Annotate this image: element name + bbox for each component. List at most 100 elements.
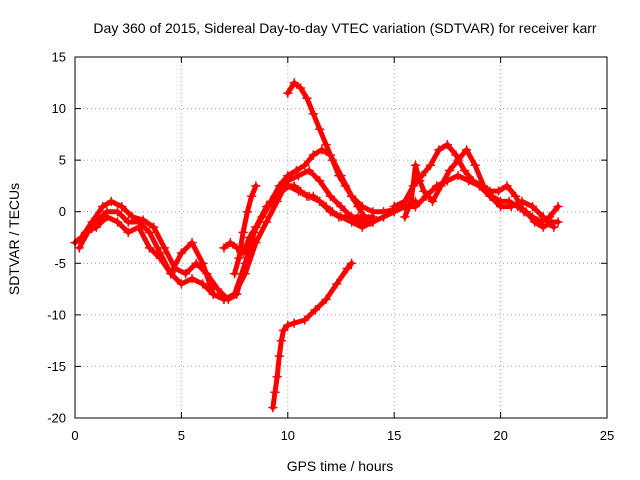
data-point <box>208 289 219 299</box>
data-point <box>270 191 280 201</box>
data-point <box>504 196 514 207</box>
data-point <box>325 191 336 201</box>
data-point <box>283 88 293 98</box>
data-point <box>270 387 280 397</box>
data-point <box>359 212 370 222</box>
data-point <box>485 191 495 201</box>
data-point <box>74 243 85 253</box>
data-point <box>148 222 159 232</box>
y-tick-label: -5 <box>54 256 66 271</box>
data-point <box>308 108 319 119</box>
data-point <box>410 160 421 171</box>
data-point <box>242 206 253 217</box>
data-point <box>219 294 229 305</box>
data-point <box>219 243 229 253</box>
data-point <box>510 191 521 201</box>
y-tick-label: 15 <box>52 50 66 65</box>
data-point <box>453 155 463 165</box>
data-point <box>442 139 453 150</box>
data-point <box>463 176 474 186</box>
data-point <box>212 284 223 294</box>
data-point <box>97 201 108 212</box>
data-point <box>308 150 319 160</box>
data-point <box>314 124 325 134</box>
data-point <box>340 181 351 191</box>
data-point <box>419 186 429 196</box>
data-point <box>274 351 285 361</box>
data-point <box>346 191 357 201</box>
data-point <box>308 191 319 201</box>
data-point <box>406 196 416 207</box>
data-point <box>502 181 512 191</box>
y-tick-label: -10 <box>47 307 66 322</box>
data-point <box>134 222 144 232</box>
x-tick-label: 0 <box>71 428 78 443</box>
data-point <box>527 201 538 212</box>
data-point <box>517 196 527 207</box>
data-point <box>293 170 304 181</box>
data-point <box>357 222 368 232</box>
data-point <box>400 201 410 212</box>
data-point <box>353 201 363 212</box>
data-point <box>442 176 453 186</box>
data-point <box>425 160 436 171</box>
tick-labels: 0 5 10 15 20 25 -20 -15 -10 -5 0 5 10 15 <box>47 50 614 444</box>
y-tick-label: 5 <box>59 153 66 168</box>
data-point <box>304 165 314 176</box>
x-tick-label: 20 <box>493 428 507 443</box>
data-point <box>506 201 516 212</box>
series-line-trace-6 <box>285 80 374 225</box>
data-point <box>414 176 425 186</box>
data-point <box>229 289 240 299</box>
series-line-trace-7 <box>270 260 355 411</box>
data-point <box>474 181 485 191</box>
data-point <box>432 181 442 191</box>
data-point <box>451 150 461 160</box>
data-point <box>263 201 274 212</box>
axis-ticks <box>74 56 608 419</box>
data-point <box>117 201 127 212</box>
data-point <box>144 243 155 253</box>
data-point <box>368 212 378 222</box>
data-point <box>180 268 191 279</box>
data-point <box>112 206 123 217</box>
data-point <box>331 279 342 289</box>
data-point <box>155 253 165 263</box>
data-point <box>295 186 306 196</box>
series-line-trace-2 <box>76 168 418 302</box>
data-point <box>538 222 548 232</box>
data-point <box>123 217 133 227</box>
data-point <box>80 227 91 238</box>
data-point <box>187 274 197 284</box>
data-point <box>276 186 287 196</box>
data-point <box>123 227 133 238</box>
data-point <box>421 191 431 201</box>
data-point <box>549 222 559 232</box>
data-point <box>346 258 357 269</box>
data-point <box>229 268 240 279</box>
data-point <box>444 165 455 176</box>
data-point <box>314 196 325 207</box>
data-point <box>197 258 208 269</box>
data-point <box>366 217 376 227</box>
y-tick-label: -20 <box>47 411 66 426</box>
data-point <box>283 320 293 330</box>
data-point <box>538 212 548 222</box>
data-point <box>529 217 540 227</box>
data-point <box>327 155 338 165</box>
data-point <box>295 83 306 93</box>
data-point <box>278 325 289 336</box>
data-point <box>159 243 170 253</box>
data-series <box>70 78 563 413</box>
data-point <box>553 217 563 227</box>
data-point <box>427 196 438 207</box>
data-point <box>246 191 257 201</box>
y-axis-label: SDTVAR / TECUs <box>6 183 22 295</box>
data-point <box>553 201 563 212</box>
data-point <box>453 170 463 181</box>
data-point <box>251 181 261 191</box>
data-point <box>300 160 310 171</box>
data-point <box>276 335 287 346</box>
data-point <box>334 170 344 181</box>
data-point <box>176 279 187 289</box>
